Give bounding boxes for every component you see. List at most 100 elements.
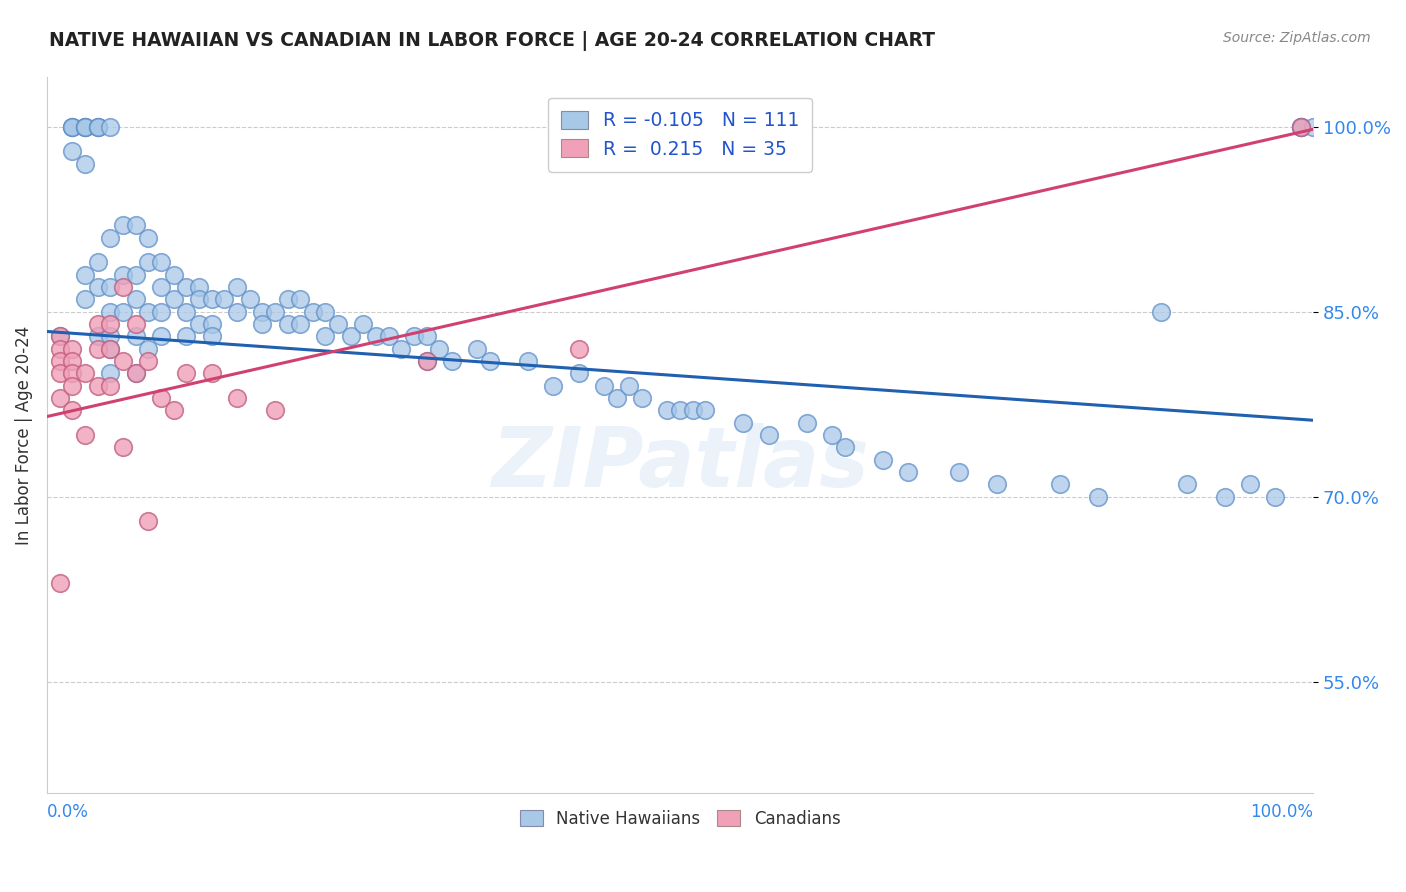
Point: [695, 403, 717, 417]
Point: [86, 329, 108, 343]
Point: [897, 465, 920, 479]
Point: [98, 120, 121, 134]
Point: [796, 416, 818, 430]
Point: [162, 293, 184, 307]
Point: [136, 231, 159, 245]
Point: [1150, 304, 1173, 318]
Point: [98, 280, 121, 294]
Point: [1302, 120, 1324, 134]
Point: [301, 304, 323, 318]
Point: [73, 120, 96, 134]
Point: [1289, 120, 1312, 134]
Point: [758, 428, 780, 442]
Point: [149, 304, 172, 318]
Point: [543, 378, 565, 392]
Point: [98, 342, 121, 356]
Point: [98, 231, 121, 245]
Point: [124, 329, 146, 343]
Point: [48, 329, 70, 343]
Point: [200, 367, 222, 381]
Point: [86, 342, 108, 356]
Point: [225, 304, 247, 318]
Point: [429, 342, 451, 356]
Point: [98, 329, 121, 343]
Point: [315, 329, 337, 343]
Point: [86, 120, 108, 134]
Point: [404, 329, 426, 343]
Point: [212, 293, 235, 307]
Point: [1264, 490, 1286, 504]
Point: [315, 304, 337, 318]
Text: 0.0%: 0.0%: [46, 803, 89, 821]
Point: [73, 268, 96, 282]
Point: [821, 428, 844, 442]
Point: [86, 378, 108, 392]
Point: [60, 342, 83, 356]
Point: [200, 317, 222, 331]
Point: [124, 268, 146, 282]
Point: [948, 465, 970, 479]
Point: [250, 317, 273, 331]
Point: [136, 255, 159, 269]
Point: [276, 317, 298, 331]
Point: [391, 342, 413, 356]
Point: [48, 576, 70, 591]
Point: [136, 514, 159, 528]
Point: [111, 441, 134, 455]
Text: ZIPatlas: ZIPatlas: [491, 423, 869, 504]
Point: [682, 403, 704, 417]
Point: [416, 329, 439, 343]
Point: [111, 304, 134, 318]
Y-axis label: In Labor Force | Age 20-24: In Labor Force | Age 20-24: [15, 326, 32, 545]
Point: [872, 452, 894, 467]
Point: [149, 280, 172, 294]
Point: [1213, 490, 1236, 504]
Point: [86, 120, 108, 134]
Point: [73, 367, 96, 381]
Point: [187, 317, 209, 331]
Point: [479, 354, 502, 368]
Point: [149, 329, 172, 343]
Point: [657, 403, 679, 417]
Point: [60, 120, 83, 134]
Point: [187, 293, 209, 307]
Point: [111, 354, 134, 368]
Point: [606, 391, 628, 405]
Point: [416, 354, 439, 368]
Point: [73, 157, 96, 171]
Point: [73, 120, 96, 134]
Point: [60, 354, 83, 368]
Point: [60, 120, 83, 134]
Point: [1239, 477, 1261, 491]
Point: [568, 367, 591, 381]
Point: [48, 367, 70, 381]
Point: [834, 441, 856, 455]
Point: [200, 329, 222, 343]
Point: [149, 255, 172, 269]
Point: [98, 367, 121, 381]
Point: [86, 255, 108, 269]
Point: [328, 317, 350, 331]
Point: [73, 120, 96, 134]
Point: [48, 329, 70, 343]
Point: [98, 317, 121, 331]
Point: [1087, 490, 1109, 504]
Text: Source: ZipAtlas.com: Source: ZipAtlas.com: [1223, 31, 1371, 45]
Point: [149, 391, 172, 405]
Point: [124, 317, 146, 331]
Point: [669, 403, 692, 417]
Point: [124, 367, 146, 381]
Point: [340, 329, 363, 343]
Point: [1289, 120, 1312, 134]
Point: [136, 354, 159, 368]
Point: [568, 342, 591, 356]
Point: [48, 391, 70, 405]
Point: [174, 329, 197, 343]
Point: [353, 317, 375, 331]
Point: [733, 416, 755, 430]
Point: [378, 329, 401, 343]
Point: [986, 477, 1008, 491]
Point: [174, 280, 197, 294]
Point: [263, 304, 285, 318]
Point: [60, 378, 83, 392]
